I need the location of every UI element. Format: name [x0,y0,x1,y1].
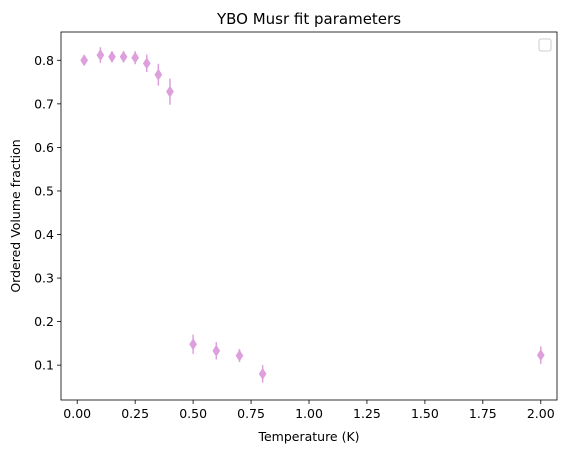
axes-frame [60,31,558,401]
x-tick-label: 0.50 [179,406,207,421]
x-tick-label: 1.25 [353,406,381,421]
y-axis-label: Ordered Volume fraction [8,139,23,292]
data-point [536,349,545,362]
x-axis: 0.00 0.25 0.50 0.75 1.00 1.25 1.50 1.75 2.00 [63,400,555,421]
y-tick-label: 0.2 [34,314,54,329]
plot-area [80,47,545,383]
x-tick-label: 2.00 [527,406,555,421]
data-point [154,68,163,81]
x-tick-label: 0.00 [63,406,91,421]
y-tick-label: 0.6 [34,140,54,155]
y-tick-label: 0.1 [34,358,54,373]
y-axis: 0.1 0.2 0.3 0.4 0.5 0.6 0.7 0.8 [34,53,61,373]
y-tick-label: 0.5 [34,183,54,198]
data-point [235,349,244,362]
data-point [119,50,128,63]
data-point [142,57,151,70]
y-tick-label: 0.3 [34,271,54,286]
y-tick-label: 0.4 [34,227,54,242]
x-tick-label: 1.00 [295,406,323,421]
legend-box [538,38,552,52]
x-tick-label: 1.75 [469,406,497,421]
y-tick-label: 0.7 [34,96,54,111]
data-point [80,54,89,67]
x-tick-label: 0.75 [237,406,265,421]
data-point [166,85,174,98]
data-point [258,367,267,380]
x-tick-label: 0.25 [121,406,149,421]
chart-title: YBO Musr fit parameters [216,10,401,28]
x-axis-label: Temperature (K) [257,429,359,444]
y-tick-label: 0.8 [34,53,54,68]
data-point [189,338,198,351]
data-point [108,50,116,63]
x-tick-label: 1.50 [411,406,439,421]
data-point [131,51,140,64]
data-point [212,344,221,357]
data-point [96,48,105,62]
